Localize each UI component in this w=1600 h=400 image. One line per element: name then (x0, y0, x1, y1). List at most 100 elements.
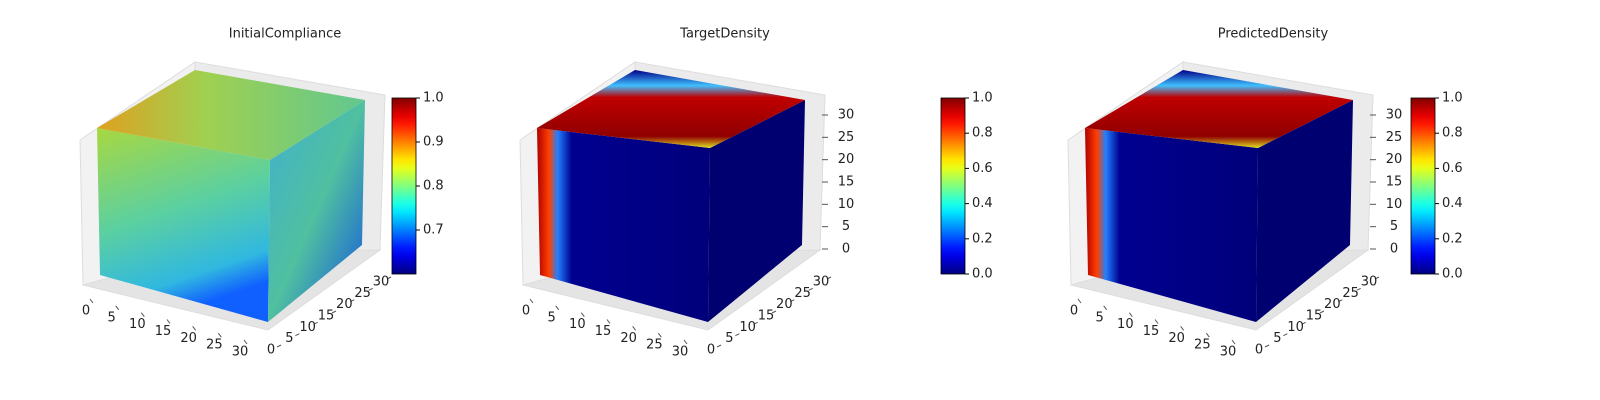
colorbar-tick-label: 0.4 (1442, 196, 1463, 211)
panel-title: PredictedDensity (1218, 27, 1329, 42)
x-tick (140, 312, 145, 317)
y-tick (1301, 321, 1306, 325)
colorbar (940, 97, 966, 275)
x-tick (1205, 332, 1210, 338)
y-tick (826, 276, 832, 280)
x-tick-label: 5 (548, 310, 556, 325)
colorbar-tick-label: 0.8 (423, 179, 444, 194)
x-tick-label: 25 (1194, 338, 1211, 353)
colorbar-tick-label: 0.4 (972, 196, 993, 211)
y-tick (753, 321, 758, 325)
colorbar-tick-label: 0.0 (1442, 267, 1463, 282)
x-tick (683, 339, 688, 345)
x-tick (115, 305, 120, 311)
y-tick-label: 0 (1255, 343, 1263, 358)
y-tick (790, 299, 795, 303)
x-tick (606, 319, 611, 324)
y-tick-label: 0 (267, 343, 275, 358)
x-tick-label: 30 (232, 345, 249, 360)
y-tick (350, 299, 355, 303)
x-tick (89, 298, 94, 304)
colorbar-tick-label: 1.0 (972, 91, 993, 106)
colorbar (391, 97, 417, 275)
x-tick-label: 25 (206, 338, 223, 353)
x-tick (1128, 312, 1133, 317)
z-tick-label: 25 (838, 130, 855, 145)
x-tick-label: 30 (672, 345, 689, 360)
x-tick (529, 298, 534, 304)
y-tick-label: 10 (1287, 320, 1304, 335)
y-tick (295, 333, 300, 337)
cube-face (1085, 70, 1353, 148)
y-tick-label: 5 (285, 331, 293, 346)
x-tick (217, 332, 222, 338)
z-tick-label: 30 (838, 108, 855, 123)
colorbar-tick-label: 0.2 (972, 231, 993, 246)
z-tick-label: 15 (838, 175, 855, 190)
x-tick-label: 0 (522, 304, 530, 319)
z-tick-label: 20 (838, 152, 855, 167)
x-tick-label: 20 (180, 331, 197, 346)
y-tick (1356, 287, 1361, 291)
y-tick (1338, 299, 1343, 303)
x-tick-label: 20 (1168, 331, 1185, 346)
y-tick (735, 333, 740, 337)
y-tick (313, 321, 318, 325)
x-tick-label: 15 (595, 324, 612, 339)
x-tick-label: 5 (1096, 310, 1104, 325)
z-tick-label: 10 (1386, 197, 1403, 212)
y-tick (1319, 310, 1325, 314)
z-tick-label: 5 (842, 219, 850, 234)
cube-face (97, 70, 365, 160)
y-tick-label: 5 (725, 331, 733, 346)
cube-face (537, 128, 710, 322)
y-tick (386, 276, 392, 280)
x-tick-label: 15 (1143, 324, 1160, 339)
y-tick-label: 30 (813, 275, 830, 290)
colorbar-tick-label: 0.6 (1442, 161, 1463, 176)
y-tick-label: 30 (373, 275, 390, 290)
x-tick (1231, 339, 1236, 345)
x-tick (1077, 298, 1082, 304)
y-tick (808, 287, 813, 291)
cube-face (1085, 128, 1258, 322)
colorbar-tick-label: 0.8 (972, 126, 993, 141)
panel-title: TargetDensity (679, 27, 770, 42)
x-tick-label: 10 (129, 317, 146, 332)
x-tick-label: 30 (1220, 345, 1237, 360)
colorbar (1410, 97, 1436, 275)
z-tick-label: 5 (1390, 219, 1398, 234)
y-tick (1264, 344, 1270, 348)
y-tick (771, 310, 777, 314)
cube-face (97, 128, 270, 322)
z-tick-label: 0 (1390, 242, 1398, 257)
y-tick-label: 5 (1273, 331, 1281, 346)
y-tick (276, 344, 282, 348)
x-tick (166, 319, 171, 324)
x-tick (657, 332, 662, 338)
x-tick-label: 0 (82, 304, 90, 319)
colorbar-tick-label: 0.0 (972, 267, 993, 282)
x-tick (1154, 319, 1159, 324)
x-tick (1103, 305, 1108, 311)
y-tick-label: 15 (758, 309, 775, 324)
x-tick-label: 0 (1070, 304, 1078, 319)
z-tick-label: 10 (838, 197, 855, 212)
x-tick (580, 312, 585, 317)
x-tick-label: 10 (1117, 317, 1134, 332)
x-tick (632, 326, 637, 331)
y-tick-label: 15 (1306, 309, 1323, 324)
cube-face (537, 70, 805, 148)
y-tick (1283, 333, 1288, 337)
x-tick-label: 15 (155, 324, 172, 339)
y-tick-label: 25 (354, 286, 371, 301)
x-tick-label: 10 (569, 317, 586, 332)
colorbar-tick-label: 1.0 (1442, 91, 1463, 106)
y-tick (368, 287, 373, 291)
z-tick-label: 30 (1386, 108, 1403, 123)
y-tick-label: 20 (1324, 297, 1341, 312)
